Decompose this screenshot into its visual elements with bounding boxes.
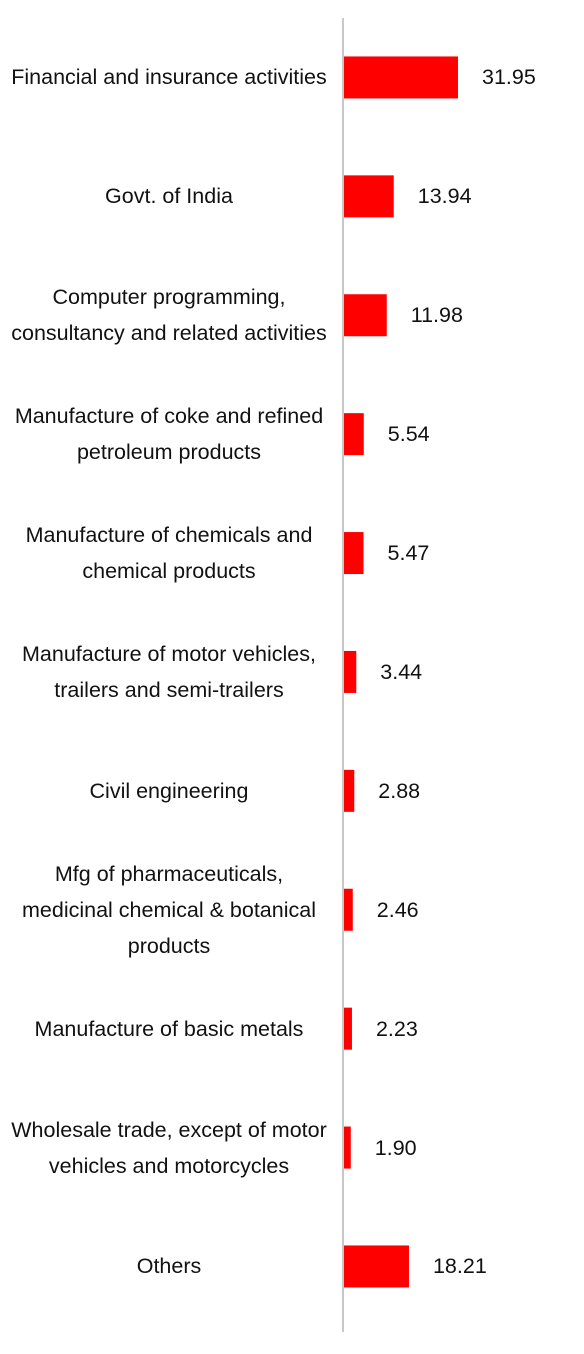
category-label: Civil engineering <box>89 778 249 803</box>
value-label: 18.21 <box>432 1254 487 1279</box>
value-label: 13.94 <box>417 184 472 209</box>
value-label: 2.23 <box>375 1016 418 1041</box>
value-label: 5.47 <box>387 541 430 566</box>
bar <box>344 56 458 99</box>
value-label: 11.98 <box>410 303 463 328</box>
bar <box>344 1245 409 1288</box>
value-label: 5.54 <box>387 422 430 447</box>
category-label: Wholesale trade, except of motor vehicle… <box>11 1117 327 1178</box>
category-label: Manufacture of chemicals and chemical pr… <box>25 523 313 584</box>
bar <box>344 1126 351 1169</box>
bar-group <box>344 56 458 1288</box>
bar <box>344 769 355 812</box>
value-label: 1.90 <box>374 1135 417 1160</box>
bar <box>344 532 364 575</box>
bar <box>344 175 394 218</box>
bar <box>344 650 357 693</box>
value-label: 2.88 <box>378 778 421 803</box>
bar <box>344 413 364 456</box>
bar <box>344 1007 352 1050</box>
category-label: Manufacture of basic metals <box>34 1016 304 1041</box>
category-label: Manufacture of motor vehicles, trailers … <box>22 641 316 702</box>
value-label: 31.95 <box>482 65 536 90</box>
category-label: Govt. of India <box>105 184 233 209</box>
category-label: Others <box>136 1254 202 1279</box>
category-label: Computer programming, consultancy and re… <box>11 285 327 346</box>
value-label: 2.46 <box>376 897 419 922</box>
value-label: 3.44 <box>380 659 423 684</box>
bar <box>344 294 387 337</box>
category-label: Mfg of pharmaceuticals, medicinal chemic… <box>22 861 316 958</box>
bar <box>344 888 353 931</box>
category-label: Financial and insurance activities <box>11 65 327 90</box>
category-label: Manufacture of coke and refined petroleu… <box>14 404 324 465</box>
